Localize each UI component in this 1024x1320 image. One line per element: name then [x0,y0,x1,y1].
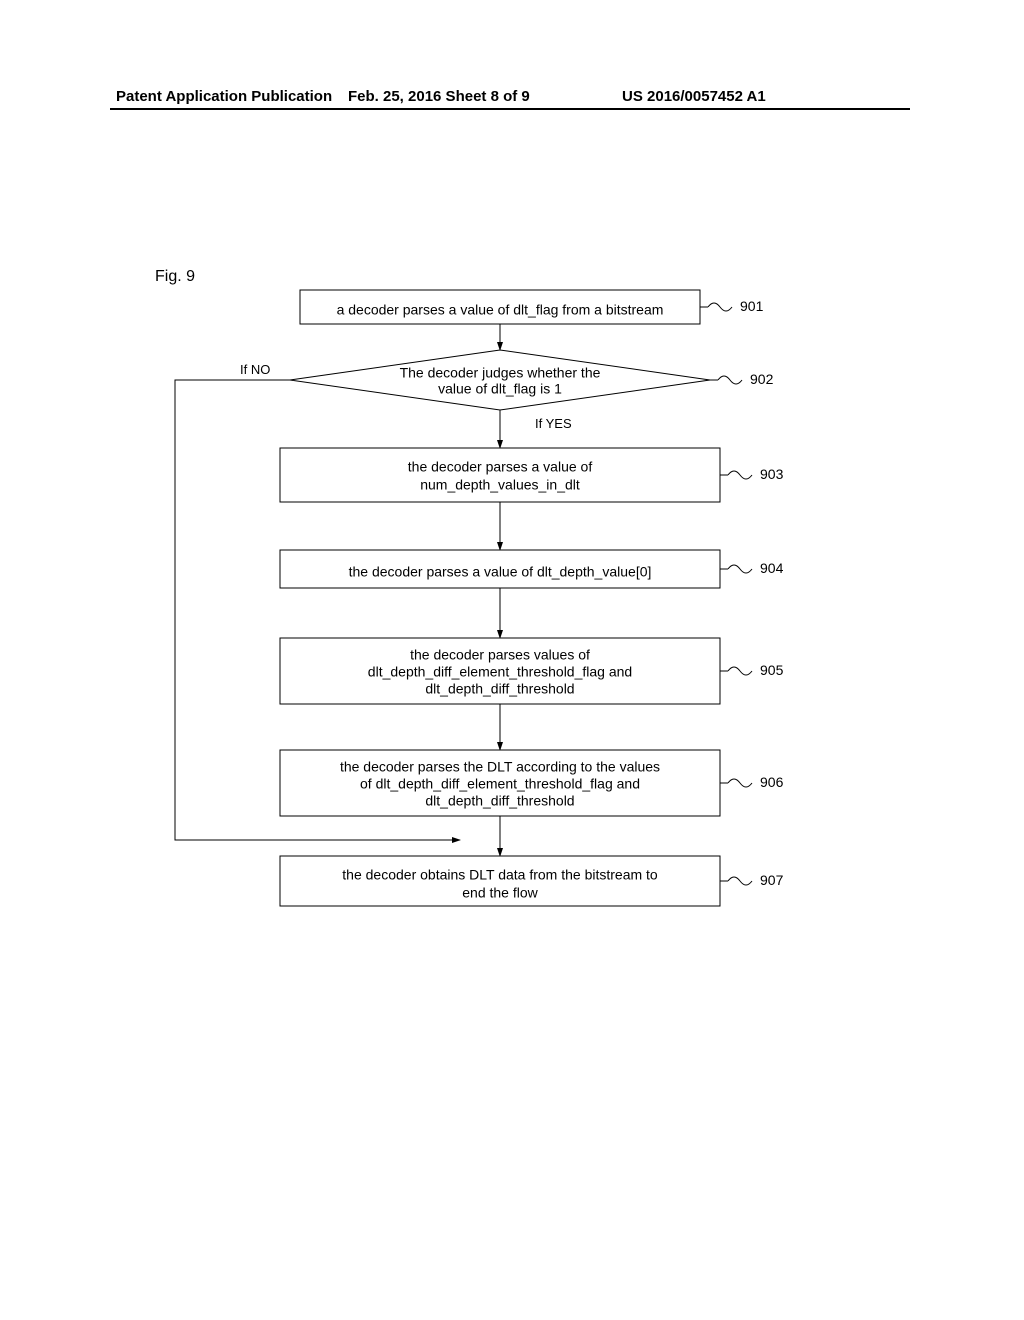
flow-text: the decoder parses values of [410,647,590,663]
flow-text: of dlt_depth_diff_element_threshold_flag… [360,776,640,792]
flow-text: dlt_depth_diff_threshold [425,681,574,697]
step-number: 904 [760,560,784,576]
flow-text: value of dlt_flag is 1 [438,381,562,397]
flow-text: the decoder parses a value of [408,459,593,475]
step-number: 907 [760,872,784,888]
flow-text: dlt_depth_diff_element_threshold_flag an… [368,664,632,680]
step-number: 905 [760,662,784,678]
flow-text: the decoder parses a value of dlt_depth_… [349,564,652,580]
flow-text: the decoder obtains DLT data from the bi… [342,867,658,883]
flow-text: a decoder parses a value of dlt_flag fro… [337,302,664,318]
branch-no-label: If NO [240,362,270,377]
header-publication: Patent Application Publication [116,88,332,105]
header-date-sheet: Feb. 25, 2016 Sheet 8 of 9 [348,88,530,105]
step-number: 901 [740,298,764,314]
step-number: 902 [750,371,774,387]
flow-text: num_depth_values_in_dlt [420,477,580,493]
flow-text: dlt_depth_diff_threshold [425,793,574,809]
step-number: 903 [760,466,784,482]
flow-text: end the flow [462,885,538,901]
flowchart: a decoder parses a value of dlt_flag fro… [120,280,880,1040]
branch-yes-label: If YES [535,416,572,431]
flow-text: the decoder parses the DLT according to … [340,759,660,775]
header-rule [110,108,910,110]
header-pub-number: US 2016/0057452 A1 [622,88,766,105]
flow-text: The decoder judges whether the [400,365,601,381]
flow-box [280,448,720,502]
step-number: 906 [760,774,784,790]
